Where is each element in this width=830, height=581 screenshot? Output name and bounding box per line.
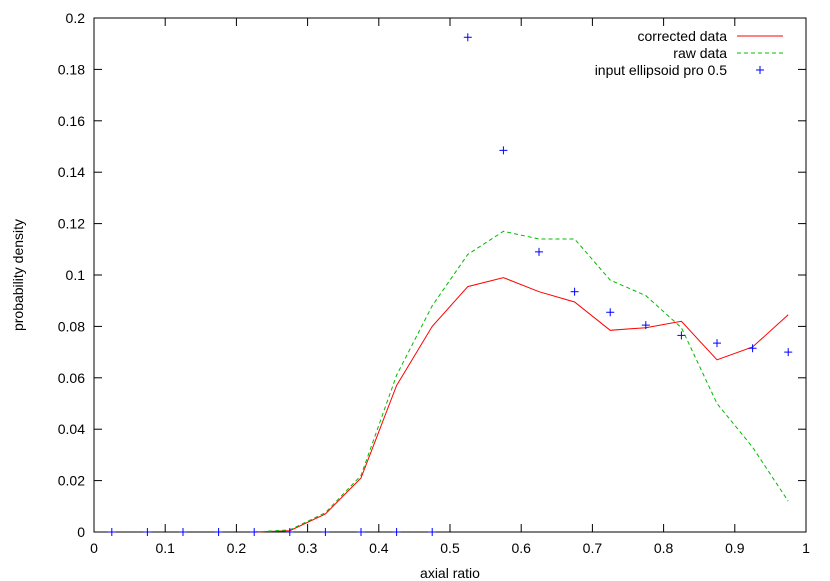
legend-label: raw data	[673, 45, 727, 61]
data-point	[321, 528, 330, 536]
data-point	[357, 528, 365, 536]
legend-label: corrected data	[638, 28, 728, 44]
y-tick-label: 0.1	[66, 267, 86, 283]
series-line	[254, 277, 789, 533]
y-tick-label: 0.12	[58, 216, 85, 232]
data-point	[713, 339, 721, 348]
data-point	[107, 528, 116, 536]
data-point	[214, 528, 223, 536]
legend-label: input ellipsoid pro 0.5	[595, 62, 728, 78]
data-point	[784, 348, 793, 357]
data-point	[570, 287, 579, 296]
y-tick-label: 0.08	[58, 318, 85, 334]
data-point	[677, 331, 686, 340]
data-point	[285, 528, 294, 536]
x-tick-label: 0.9	[725, 540, 745, 556]
x-tick-label: 0.4	[369, 540, 389, 556]
x-tick-label: 0.8	[654, 540, 674, 556]
x-tick-label: 0	[90, 540, 98, 556]
axis-ticks: 0 0.1 0.2 0.3 0.4 0.5 0.6 0.7 0.8 0.9 1 0 0.02 0.04 0.…	[58, 10, 810, 556]
x-tick-label: 0.7	[583, 540, 603, 556]
x-tick-label: 0.2	[227, 540, 247, 556]
series-line	[254, 230, 789, 533]
y-tick-label: 0.02	[58, 473, 85, 489]
y-tick-label: 0.04	[58, 421, 85, 437]
y-tick-label: 0.06	[58, 370, 85, 386]
x-tick-label: 1	[802, 540, 810, 556]
data-point	[392, 528, 401, 536]
y-tick-label: 0.14	[58, 164, 85, 180]
data-point	[641, 321, 650, 330]
data-point	[179, 528, 187, 536]
series-0	[254, 277, 789, 533]
legend-marker	[756, 66, 764, 74]
x-axis-label: axial ratio	[420, 565, 480, 581]
data-point	[499, 146, 508, 155]
x-tick-label: 0.3	[298, 540, 318, 556]
x-tick-label: 0.5	[440, 540, 460, 556]
y-tick-label: 0.18	[58, 61, 85, 77]
x-tick-label: 0.6	[511, 540, 531, 556]
data-point	[748, 344, 757, 353]
data-point	[463, 33, 472, 42]
series-1	[254, 230, 789, 533]
data-point	[535, 247, 543, 256]
data-point	[143, 528, 152, 536]
data-point	[250, 528, 259, 536]
plot-frame	[93, 17, 807, 533]
y-tick-label: 0	[77, 524, 85, 540]
y-tick-label: 0.16	[58, 113, 85, 129]
x-tick-label: 0.1	[155, 540, 175, 556]
data-point	[606, 308, 615, 317]
data-point	[428, 528, 437, 536]
series-2	[107, 33, 793, 536]
y-axis-label: probability density	[10, 219, 26, 331]
y-tick-label: 0.2	[66, 10, 86, 26]
series-group	[107, 33, 793, 536]
